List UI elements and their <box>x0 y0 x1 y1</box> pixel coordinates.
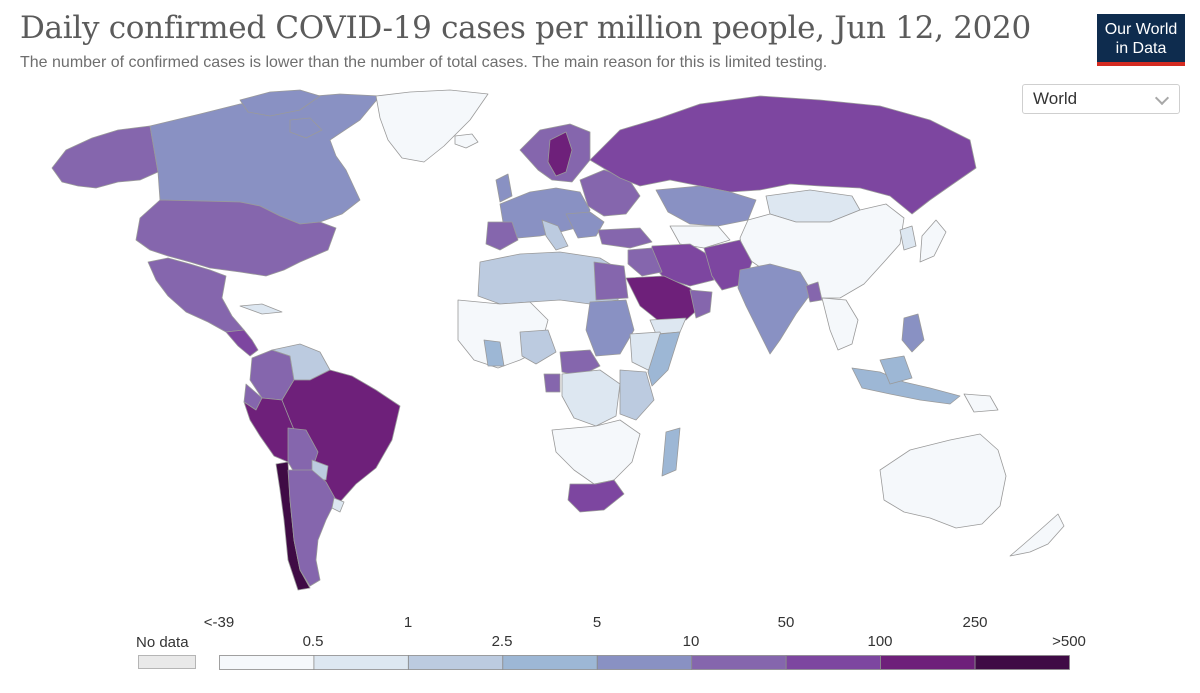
owid-logo[interactable]: Our World in Data <box>1097 14 1185 66</box>
legend-bottom-label: 2.5 <box>491 633 513 650</box>
logo-line-2: in Data <box>1115 40 1167 57</box>
country-yemen[interactable] <box>649 317 687 335</box>
legend-bottom-label: >500 <box>1052 633 1086 650</box>
country-papua-new-guinea[interactable] <box>963 393 999 413</box>
country-sudan[interactable] <box>585 299 635 357</box>
country-bangladesh[interactable] <box>805 281 823 303</box>
legend-bin[interactable] <box>219 655 315 670</box>
region-select-value: World <box>1033 89 1078 108</box>
legend-top-label: 50 <box>777 614 795 631</box>
country-greenland[interactable] <box>375 89 489 163</box>
country-new-zealand[interactable] <box>1009 513 1065 557</box>
legend-top-label: <-39 <box>203 614 235 631</box>
country-uruguay[interactable] <box>331 497 345 513</box>
country-japan[interactable] <box>919 219 947 263</box>
chart-subtitle: The number of confirmed cases is lower t… <box>20 54 828 71</box>
legend-bin[interactable] <box>880 655 976 670</box>
country-argentina[interactable] <box>287 469 337 587</box>
country-sweden[interactable] <box>547 131 573 177</box>
country-east-africa[interactable] <box>619 369 655 421</box>
country-south-africa[interactable] <box>567 479 625 513</box>
legend-bin[interactable] <box>691 655 787 670</box>
country-uk[interactable] <box>495 173 513 203</box>
logo-line-1: Our World <box>1104 21 1178 38</box>
legend-bin[interactable] <box>313 655 409 670</box>
country-iberia[interactable] <box>485 221 519 251</box>
legend-nodata-label: No data <box>136 634 189 651</box>
country-ghana-region[interactable] <box>483 339 505 367</box>
country-southeast-asia[interactable] <box>821 297 859 351</box>
logo-accent-bar <box>1097 62 1185 66</box>
legend-bottom-label: 100 <box>867 633 893 650</box>
legend-bin[interactable] <box>974 655 1070 670</box>
country-eastern-europe[interactable] <box>579 169 641 217</box>
legend-bottom-label: 0.5 <box>302 633 324 650</box>
country-central-asia[interactable] <box>669 225 731 249</box>
country-russia[interactable] <box>589 95 977 215</box>
country-iraq-syria[interactable] <box>627 247 663 277</box>
country-somalia[interactable] <box>647 331 681 387</box>
legend-bin[interactable] <box>502 655 598 670</box>
world-map <box>51 89 1065 591</box>
country-southern-africa[interactable] <box>551 419 641 485</box>
legend-bottom-label: 10 <box>682 633 700 650</box>
country-alaska[interactable] <box>51 125 159 189</box>
region-select[interactable]: World <box>1022 84 1180 114</box>
legend-top-label: 1 <box>403 614 413 631</box>
country-central-america[interactable] <box>225 329 259 357</box>
legend-top-label: 250 <box>962 614 988 631</box>
country-australia[interactable] <box>879 433 1007 529</box>
country-nigeria[interactable] <box>519 329 557 365</box>
legend-top-label: 5 <box>592 614 602 631</box>
legend-color-scale <box>219 655 1070 670</box>
country-italy[interactable] <box>541 219 569 251</box>
legend-bin[interactable] <box>596 655 693 670</box>
country-oman[interactable] <box>689 289 713 319</box>
country-cuba[interactable] <box>239 303 283 315</box>
country-usa[interactable] <box>135 199 337 277</box>
country-philippines[interactable] <box>901 313 925 353</box>
legend-bin[interactable] <box>785 655 882 670</box>
chart-title: Daily confirmed COVID-19 cases per milli… <box>20 10 1031 46</box>
country-canada-islands[interactable] <box>239 89 323 139</box>
country-egypt[interactable] <box>593 261 629 301</box>
country-gabon[interactable] <box>543 373 561 393</box>
country-mexico[interactable] <box>147 257 245 333</box>
country-balkans[interactable] <box>565 211 605 239</box>
country-korea[interactable] <box>899 225 917 251</box>
country-iceland[interactable] <box>454 133 479 149</box>
legend-nodata-swatch <box>138 655 196 669</box>
country-drc[interactable] <box>561 369 621 427</box>
country-madagascar[interactable] <box>661 427 681 477</box>
legend-bin[interactable] <box>407 655 504 670</box>
country-turkey[interactable] <box>597 227 653 249</box>
country-kazakhstan[interactable] <box>655 185 757 227</box>
country-india[interactable] <box>737 263 813 355</box>
country-borneo[interactable] <box>879 355 913 385</box>
